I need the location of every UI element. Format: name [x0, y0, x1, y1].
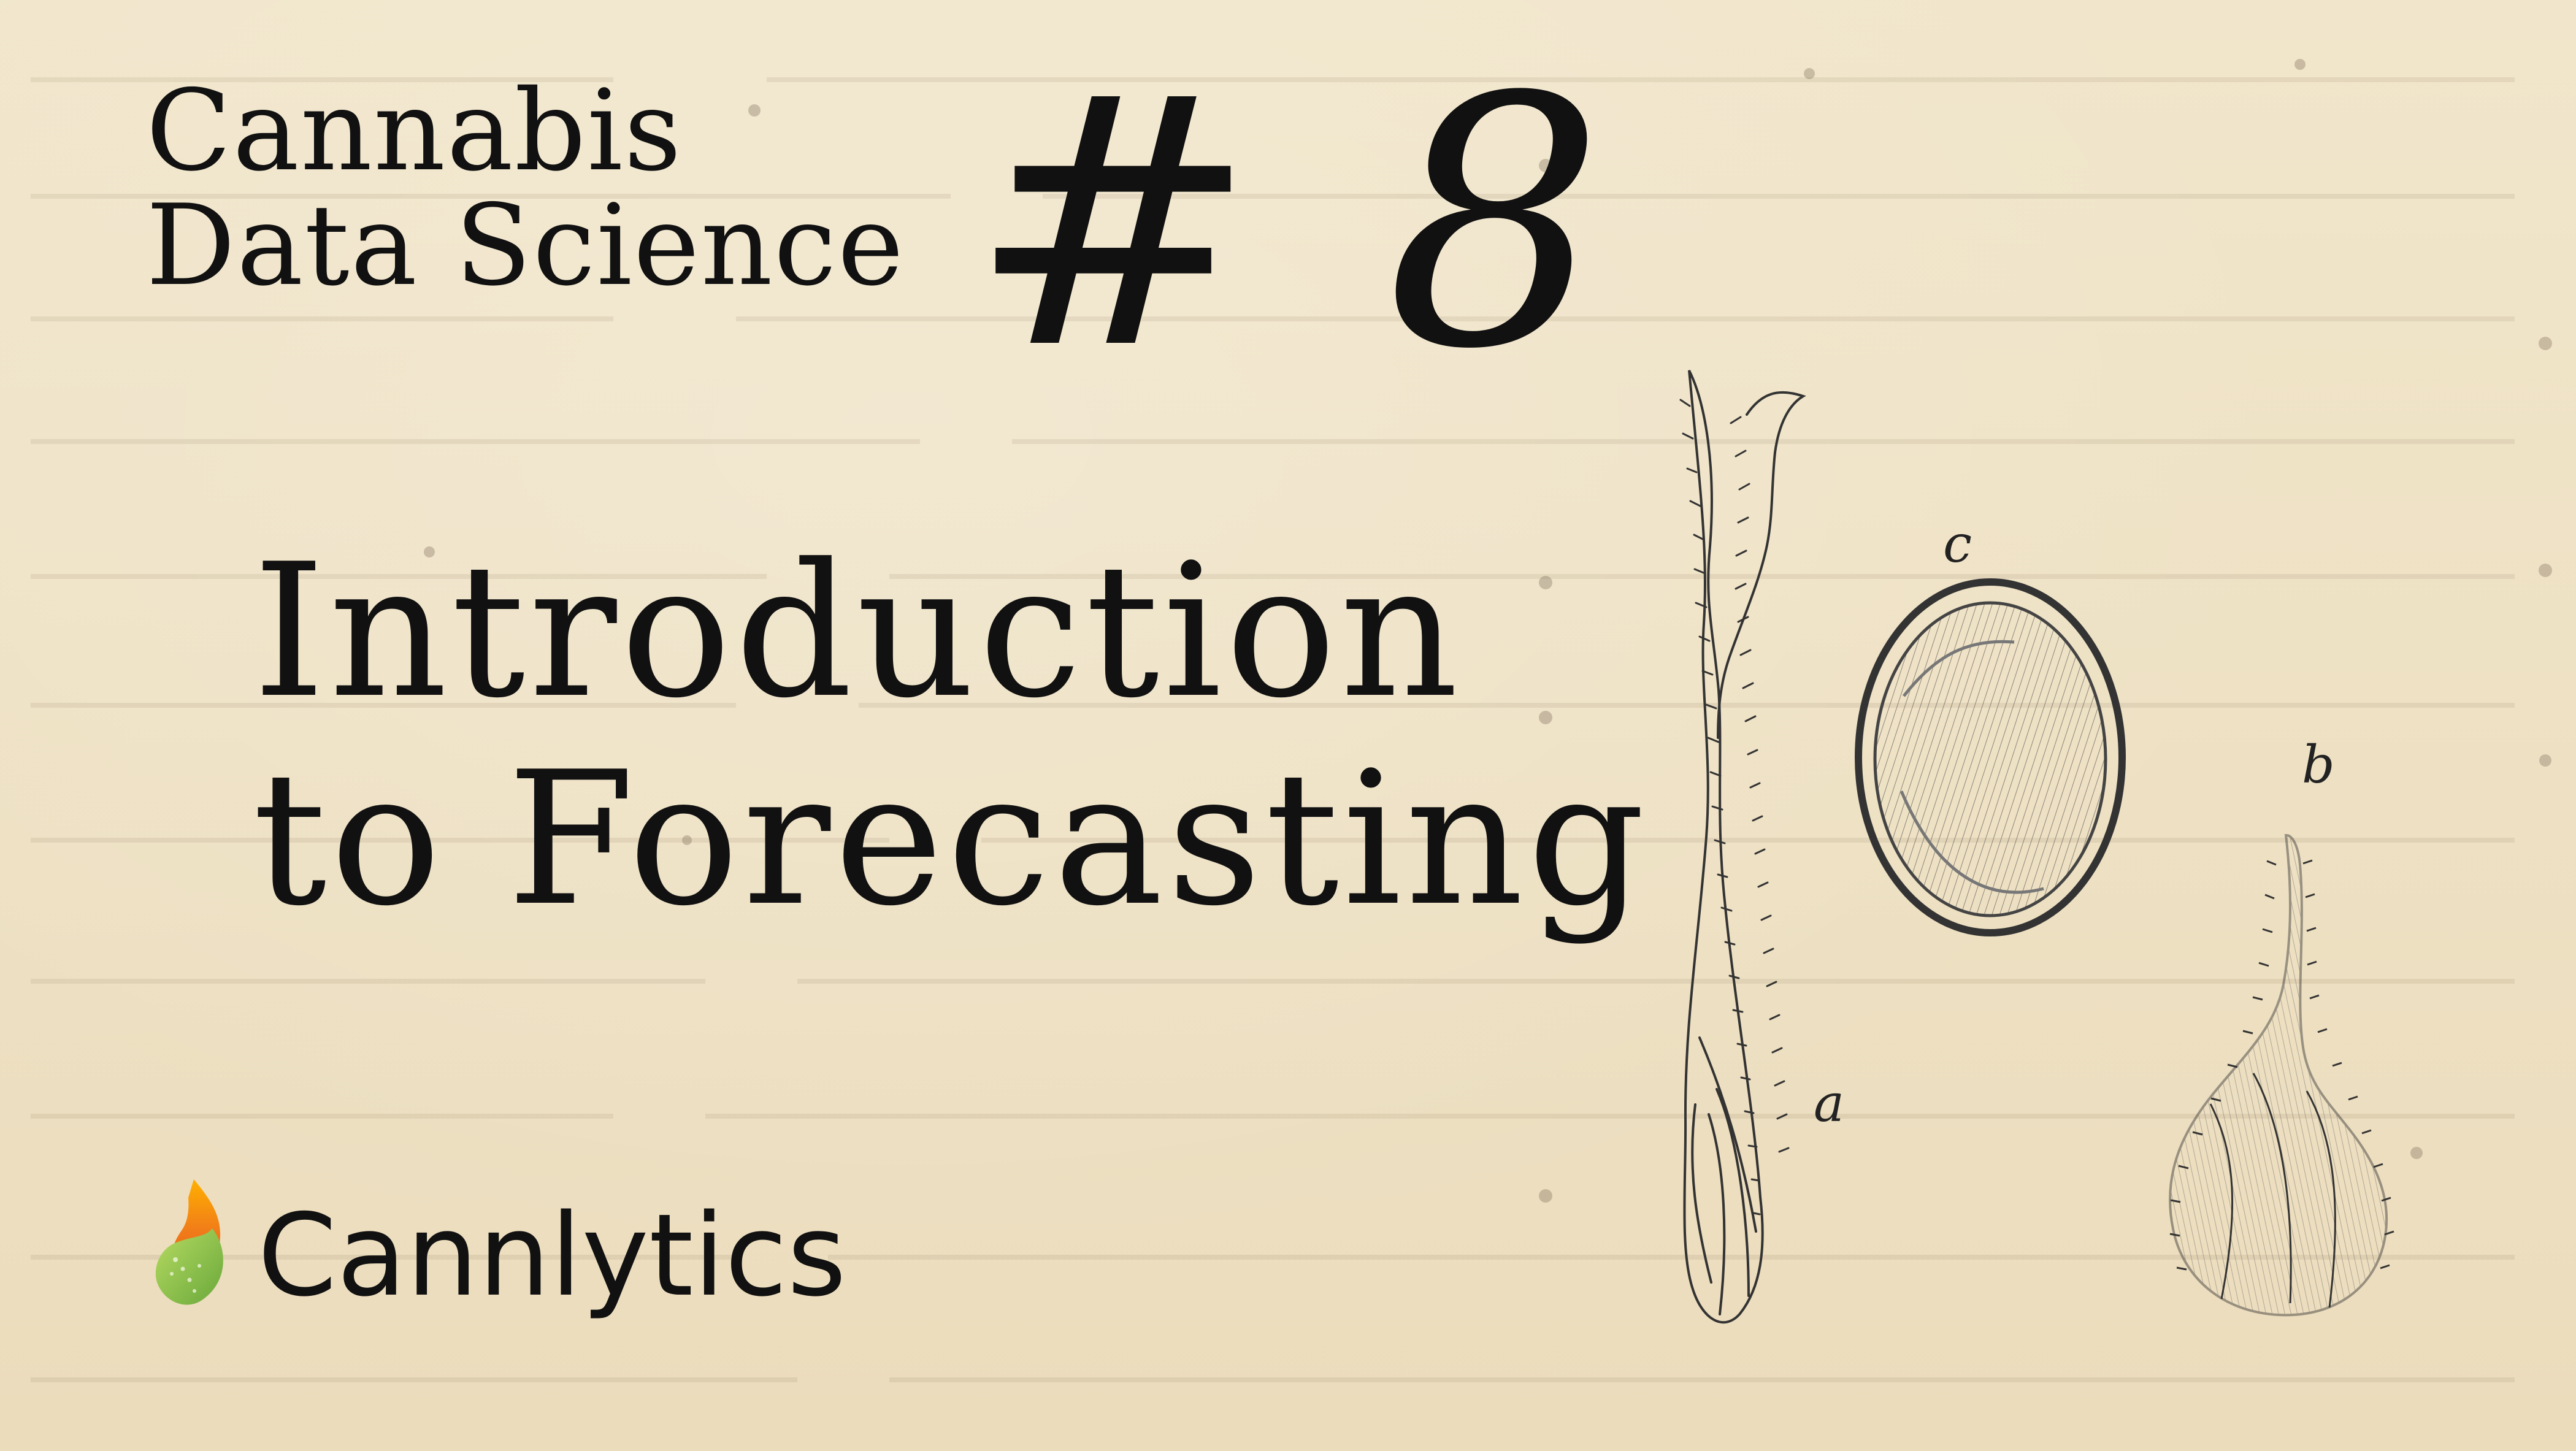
series-title-line-1: Cannabis [146, 66, 683, 196]
brand: Cannlytics [147, 1174, 914, 1334]
seed-illustration [1679, 370, 2394, 1324]
main-title-line-1: Introduction [253, 524, 1462, 738]
label-b: b [2302, 735, 2335, 795]
label-c: c [1943, 514, 1972, 574]
bract-a [1679, 370, 1806, 1324]
flame-leaf-icon [155, 1179, 223, 1305]
bract-b [2169, 834, 2394, 1317]
series-title-line-2: Data Science [146, 180, 905, 311]
brand-name: Cannlytics [258, 1189, 846, 1322]
series-title: Cannabis Data Science [146, 66, 974, 311]
label-a: a [1814, 1073, 1845, 1133]
seed-c [1855, 578, 2126, 936]
botanical-illustration: c b a [1668, 362, 2435, 1334]
main-title-line-2: to Forecasting [253, 732, 1649, 946]
episode-number: # 8 [969, 25, 1614, 424]
main-title: Introduction to Forecasting [253, 527, 1663, 943]
